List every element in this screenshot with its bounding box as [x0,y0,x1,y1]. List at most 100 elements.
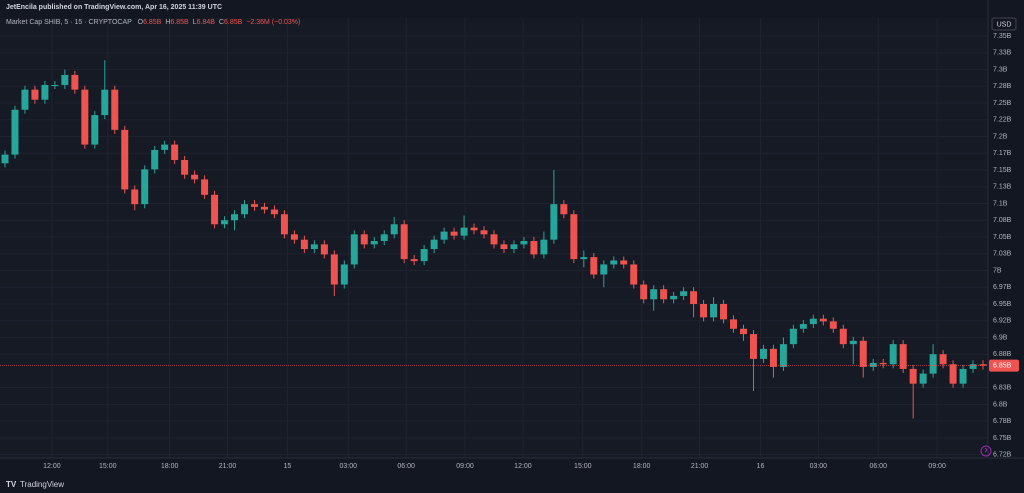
candle-body [460,227,468,236]
y-tick-label: 7.15B [993,167,1012,174]
candle-body [380,234,388,242]
candle-body [330,254,338,285]
candle-body [600,264,608,275]
legend-key: H [165,19,170,26]
y-tick-label: 6.95B [993,301,1012,308]
x-tick-label: 21:00 [691,463,709,470]
y-tick-label: 6.9B [993,334,1008,341]
candle-body [919,373,927,384]
candle-body [959,368,967,384]
candle-body [191,174,199,180]
x-tick-label: 15 [284,463,292,470]
candle-body [789,328,797,345]
y-tick-label: 6.8B [993,401,1008,408]
candle-body [809,318,817,325]
candle-body [620,260,628,265]
candle-body [450,231,458,236]
legend-key: C [219,19,224,26]
candle-body [670,295,678,300]
candle-body [869,362,877,367]
candle-body [570,214,578,260]
y-tick-label: 7.05B [993,234,1012,241]
candle-body [650,289,658,300]
candle-body [580,257,588,260]
x-tick-label: 06:00 [397,463,415,470]
candle-body [51,84,59,86]
candle-body [610,260,618,265]
candle-body [211,194,219,225]
candle-body [540,239,548,255]
candle-body [61,74,69,85]
x-tick-label: 16 [757,463,765,470]
legend: Market Cap SHIB, 5 · 15 · CRYPTOCAP O 6.8… [6,19,300,26]
x-tick-label: 15:00 [99,463,117,470]
y-tick-label: 6.78B [993,418,1012,425]
candle-body [260,206,268,210]
candle-body [91,115,99,145]
candle-body [819,318,827,322]
candle-body [370,241,378,245]
candle-body [979,364,987,366]
x-tick-label: 03:00 [340,463,358,470]
candle-body [889,344,897,365]
candle-body [749,334,757,359]
candle-body [590,257,598,275]
candle-body [929,354,937,374]
footer-brand: TradingView [20,480,64,489]
candle-body [839,328,847,345]
y-tick-label: 6.83B [993,385,1012,392]
candle-body [280,214,288,235]
candle-body [41,84,49,100]
candle-body [879,362,887,365]
candle-body [310,244,318,250]
candle-body [31,89,39,100]
x-tick-label: 09:00 [456,463,474,470]
candle-body [21,89,29,110]
x-tick-label: 18:00 [161,463,179,470]
candles [1,60,987,419]
candle-body [660,289,668,300]
candle-body [1,154,9,164]
candle-body [640,284,648,300]
candle-body [241,204,248,215]
candle-body [141,169,149,205]
symbol: Market Cap SHIB, 5 · 15 · CRYPTOCAP [6,19,132,26]
alert-icon[interactable] [980,445,992,457]
alert-icon-glyph [984,447,988,453]
candle-body [171,144,179,160]
candle-body [949,364,957,384]
candle-body [859,340,867,367]
y-tick-label: 6.88B [993,351,1012,358]
candle-body [680,291,688,296]
legend-key: O [138,19,144,26]
candle-body [630,264,638,285]
footer-bar [0,476,1024,493]
candle-body [201,179,209,195]
y-tick-label: 7.35B [993,33,1012,40]
candle-body [440,231,448,240]
y-tick-label: 7.1B [993,200,1008,207]
legend-value: 6.85B [170,19,189,26]
candle-body [710,303,718,318]
candle-body [740,328,747,335]
x-tick-label: 12:00 [43,463,61,470]
x-tick-label: 15:00 [574,463,592,470]
currency[interactable]: USD [997,21,1012,28]
candle-body [81,89,89,145]
candle-body [121,129,129,190]
candle-body [181,159,189,175]
last-price-tag [989,359,1019,372]
candle-body [500,244,508,250]
candle-body [939,354,947,365]
candle-body [779,344,787,367]
candle-body [510,244,518,250]
publisher: JetEncila published on TradingView.com, … [6,4,222,11]
x-tick-label: 21:00 [219,463,237,470]
grid [0,18,988,458]
candle-body [420,249,428,262]
x-tick-label: 18:00 [633,463,651,470]
candle-body [11,109,19,155]
candle-body [221,220,229,225]
currency-box[interactable] [991,17,1017,31]
